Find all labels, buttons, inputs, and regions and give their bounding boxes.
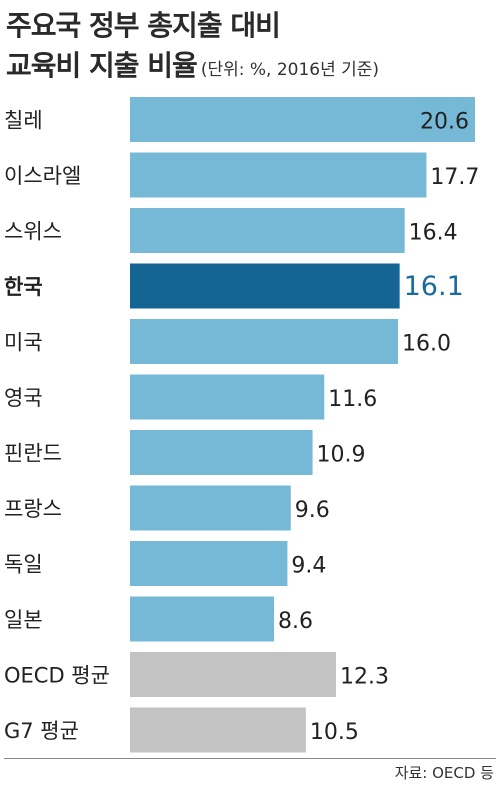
category-label: 한국 xyxy=(4,275,43,299)
value-label: 16.1 xyxy=(404,271,464,302)
value-label: 9.6 xyxy=(295,498,330,523)
bar xyxy=(130,707,306,753)
unit-note: (단위: %, 2016년 기준) xyxy=(200,60,380,80)
bar xyxy=(130,152,427,198)
value-label: 17.7 xyxy=(430,165,479,190)
category-label: 독일 xyxy=(4,553,43,577)
category-label: 일본 xyxy=(4,608,43,632)
bar xyxy=(130,541,288,586)
bar xyxy=(130,208,405,253)
bar xyxy=(130,374,325,420)
value-label: 20.6 xyxy=(420,110,469,135)
value-label: 16.4 xyxy=(409,221,458,246)
category-label: OECD 평균 xyxy=(4,664,110,688)
value-label: 12.3 xyxy=(340,665,389,690)
value-label: 11.6 xyxy=(328,387,377,412)
bar xyxy=(130,263,400,309)
source-note: 자료: OECD 등 xyxy=(394,764,494,782)
category-label: 핀란드 xyxy=(4,442,62,466)
bar-chart: 칠레 20.6 이스라엘 17.7 스위스 16.4 한국 16.1 미국 16.0 영국 11.6 핀… xyxy=(4,97,479,753)
bar xyxy=(130,596,275,642)
bar xyxy=(130,319,398,364)
value-label: 16.0 xyxy=(402,332,451,357)
chart-title-line1: 주요국 정부 총지출 대비 xyxy=(6,9,281,42)
value-label: 8.6 xyxy=(278,609,313,634)
source-divider xyxy=(4,758,496,759)
bar xyxy=(130,485,291,531)
category-label: 칠레 xyxy=(4,109,43,133)
value-label: 10.5 xyxy=(310,720,359,745)
value-label: 9.4 xyxy=(291,554,326,579)
category-label: 스위스 xyxy=(4,220,62,244)
category-label: 프랑스 xyxy=(4,497,62,521)
category-label: G7 평균 xyxy=(4,719,79,743)
bar xyxy=(130,652,336,697)
value-label: 10.9 xyxy=(317,443,366,468)
category-label: 미국 xyxy=(4,331,43,355)
bar xyxy=(130,430,313,475)
bar xyxy=(130,97,475,142)
chart-title-line2: 교육비 지출 비율 (단위: %, 2016년 기준) xyxy=(6,49,380,82)
category-label: 이스라엘 xyxy=(4,164,81,188)
category-label: 영국 xyxy=(4,386,43,410)
